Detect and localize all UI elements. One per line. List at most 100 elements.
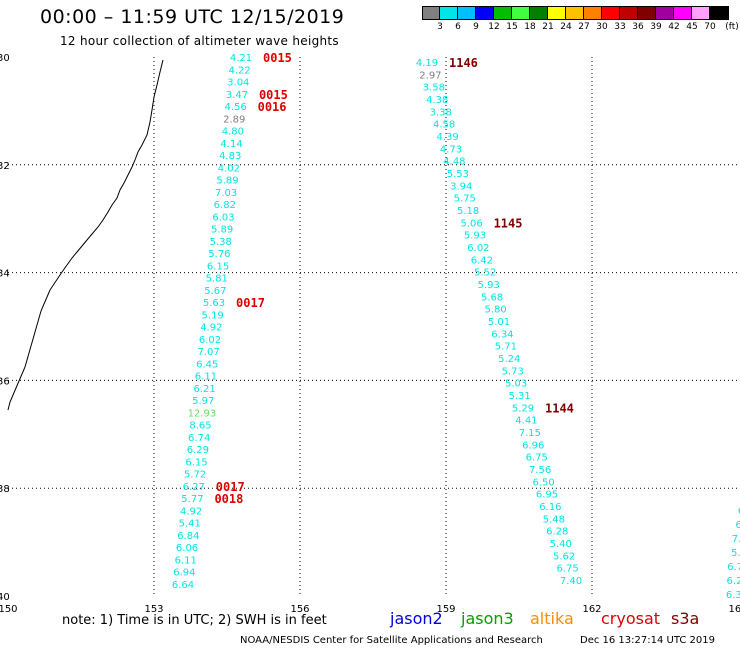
time-label: 1145 — [494, 216, 523, 230]
swh-value: 6.84 — [177, 531, 199, 542]
swh-value: 4.92 — [200, 323, 222, 334]
swh-value: 2.97 — [419, 70, 441, 81]
legend-label: 15 — [506, 22, 518, 32]
swh-value: 5.63 — [203, 298, 225, 309]
swh-value: 5.89 — [211, 225, 233, 236]
swh-value: 6.16 — [539, 502, 561, 513]
swh-value: 5.68 — [481, 292, 503, 303]
swh-value: 5.31 — [508, 391, 530, 402]
swh-value: 7.07 — [197, 347, 219, 358]
swh-value: 6.75 — [556, 564, 578, 575]
legend-label: 33 — [614, 22, 626, 32]
swh-value: 6.95 — [536, 490, 558, 501]
legend-label: 45 — [686, 22, 698, 32]
swh-value: 12.93 — [188, 408, 217, 419]
swh-value: 5.93 — [478, 280, 500, 291]
swh-value: 6.42 — [471, 255, 493, 266]
swh-value: 5.62 — [553, 551, 575, 562]
swh-value: 5.72 — [184, 470, 206, 481]
swh-value: 7.03 — [215, 188, 237, 199]
time-label: 1144 — [545, 401, 574, 415]
time-label: 0017 — [216, 480, 245, 494]
satellite-label: jason3 — [461, 609, 514, 628]
swh-value: 5.03 — [505, 379, 527, 390]
swh-value: 6.20 — [727, 576, 740, 587]
generated-timestamp: Dec 16 13:27:14 UTC 2019 — [580, 635, 715, 646]
lat-tick-label: 32 — [0, 161, 10, 172]
legend-swatch — [422, 6, 440, 20]
swh-value: 3.04 — [227, 78, 249, 89]
swh-value: 5.48 — [543, 514, 565, 525]
swh-value: 4.38 — [426, 95, 448, 106]
swh-value: 6.29 — [187, 445, 209, 456]
swh-value: 6.38 — [726, 590, 740, 601]
legend-swatch — [692, 6, 710, 20]
swh-value: 6.15 — [185, 457, 207, 468]
swh-value: 6.02 — [199, 335, 221, 346]
swh-value: 2.89 — [223, 114, 245, 125]
legend-swatch — [566, 6, 584, 20]
swh-value: 4.56 — [224, 102, 246, 113]
swh-value: 8.65 — [189, 421, 211, 432]
swh-value: 5.18 — [457, 206, 479, 217]
legend-label: 36 — [632, 22, 644, 32]
satellite-label: cryosat — [601, 609, 661, 628]
legend-label: 6 — [455, 22, 461, 32]
swh-value: 5.06 — [460, 218, 482, 229]
legend-label: 9 — [473, 22, 479, 32]
swh-value: 4.80 — [222, 127, 244, 138]
swh-value: 5.77 — [181, 494, 203, 505]
legend-swatch — [440, 6, 458, 20]
swh-value: 5.29 — [512, 403, 534, 414]
swh-value: 5.73 — [502, 366, 524, 377]
swh-value: 6.34 — [491, 329, 513, 340]
footnote: note: 1) Time is in UTC; 2) SWH is in fe… — [62, 613, 327, 628]
swh-value: 6.21 — [193, 384, 215, 395]
lat-tick-label: 30 — [0, 53, 10, 64]
time-label: 0018 — [214, 492, 243, 506]
track-middle: 4.192.97 3.584.383.38 4.584.394.73 4.485.53… — [416, 56, 582, 587]
swh-value: 5.67 — [204, 286, 226, 297]
swh-value: 6.82 — [214, 200, 236, 211]
swh-value: 5.75 — [454, 194, 476, 205]
swh-value: 5.24 — [498, 354, 520, 365]
time-label: 1146 — [449, 56, 478, 70]
swh-value: 6.15 — [207, 261, 229, 272]
swh-value: 5.71 — [495, 342, 517, 353]
swh-value: 6.96 — [522, 440, 544, 451]
lat-tick-label: 40 — [0, 592, 10, 603]
page-subtitle: 12 hour collection of altimeter wave hei… — [60, 34, 339, 48]
legend-swatch — [548, 6, 566, 20]
legend-swatch — [674, 6, 692, 20]
swh-value: 7.15 — [519, 428, 541, 439]
swh-value: 5.40 — [550, 539, 572, 550]
legend-swatch — [620, 6, 638, 20]
legend-swatch — [602, 6, 620, 20]
legend-label: 12 — [488, 22, 500, 32]
legend-label: 24 — [560, 22, 572, 32]
swh-value: 6.74 — [188, 433, 210, 444]
track-east: 6 6. 7.0 5.6 6.79 6.20 6.38 — [726, 506, 740, 601]
swh-value: 5.38 — [210, 237, 232, 248]
swh-value: 4.21 — [230, 53, 252, 64]
swh-value: 3.38 — [430, 107, 452, 118]
swh-value: 6.50 — [532, 477, 554, 488]
swh-value: 3.47 — [226, 90, 248, 101]
swh-value: 5.6 — [731, 548, 740, 559]
legend-label: 42 — [668, 22, 680, 32]
page-title: 00:00 – 11:59 UTC 12/15/2019 — [40, 6, 345, 28]
swh-value: 4.48 — [443, 157, 465, 168]
legend-label: 39 — [650, 22, 662, 32]
swh-value: 4.14 — [220, 139, 242, 150]
coastline — [7, 59, 164, 411]
swh-value: 7.40 — [560, 576, 582, 587]
swh-value: 6.64 — [172, 580, 194, 591]
swh-value: 4.73 — [440, 144, 462, 155]
swh-value: 6.75 — [526, 453, 548, 464]
lat-tick-label: 38 — [0, 484, 10, 495]
swh-value: 4.41 — [515, 416, 537, 427]
legend-swatch — [476, 6, 494, 20]
lat-tick-label: 36 — [0, 376, 10, 387]
lon-tick-label: 156 — [290, 604, 309, 615]
swh-value: 5.97 — [192, 396, 214, 407]
